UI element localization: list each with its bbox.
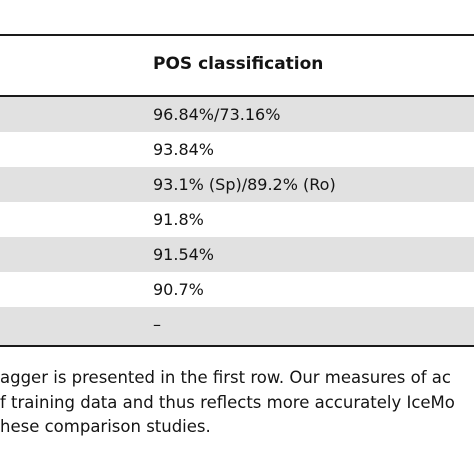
table-row: 91.8% bbox=[0, 202, 474, 237]
table-cell: 90.7% bbox=[153, 280, 204, 299]
table-cell: 91.54% bbox=[153, 245, 215, 264]
table-cell: 96.84%/73.16% bbox=[153, 105, 281, 124]
table-row: 90.7% bbox=[0, 272, 474, 307]
table-top-rule bbox=[0, 34, 474, 36]
header-bottom-rule bbox=[0, 95, 474, 97]
table-bottom-rule bbox=[0, 345, 474, 347]
caption-line: hese comparison studies. bbox=[0, 417, 211, 436]
table-cell: 93.84% bbox=[153, 140, 215, 159]
table-cell: 93.1% (Sp)/89.2% (Ro) bbox=[153, 175, 336, 194]
table-caption: agger is presented in the first row. Our… bbox=[0, 366, 474, 440]
table-row: 91.54% bbox=[0, 237, 474, 272]
table-cell: 91.8% bbox=[153, 210, 204, 229]
table-row: 93.84% bbox=[0, 132, 474, 167]
table-cell: – bbox=[153, 315, 161, 334]
caption-line: f training data and thus reflects more a… bbox=[0, 392, 455, 412]
table-row: 96.84%/73.16% bbox=[0, 97, 474, 132]
column-header-pos-classification: POS classification bbox=[153, 54, 324, 74]
table-row: 93.1% (Sp)/89.2% (Ro) bbox=[0, 167, 474, 202]
caption-line: agger is presented in the first row. Our… bbox=[0, 368, 451, 387]
table-row: – bbox=[0, 307, 474, 345]
